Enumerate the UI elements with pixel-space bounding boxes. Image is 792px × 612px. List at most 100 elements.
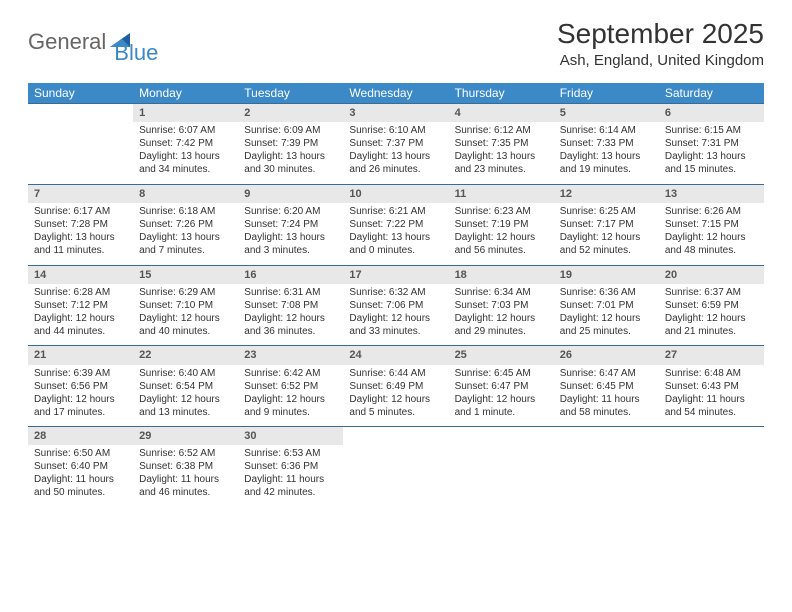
day-number-cell: 30 [238,427,343,446]
day-number-cell: 16 [238,265,343,284]
day-header-row: Sunday Monday Tuesday Wednesday Thursday… [28,83,764,104]
day-header: Sunday [28,83,133,104]
day-content-cell: Sunrise: 6:40 AMSunset: 6:54 PMDaylight:… [133,365,238,427]
daylight-text-2: and 58 minutes. [560,406,653,419]
logo: General Blue [28,18,158,66]
month-title: September 2025 [557,18,764,50]
sunset-text: Sunset: 7:03 PM [455,299,548,312]
daylight-text-1: Daylight: 13 hours [34,231,127,244]
sunset-text: Sunset: 7:37 PM [349,137,442,150]
daylight-text-2: and 1 minute. [455,406,548,419]
day-content-cell: Sunrise: 6:39 AMSunset: 6:56 PMDaylight:… [28,365,133,427]
day-number-cell: 28 [28,427,133,446]
day-content-cell: Sunrise: 6:17 AMSunset: 7:28 PMDaylight:… [28,203,133,265]
day-content-cell: Sunrise: 6:26 AMSunset: 7:15 PMDaylight:… [659,203,764,265]
sunset-text: Sunset: 7:12 PM [34,299,127,312]
daylight-text-2: and 23 minutes. [455,163,548,176]
sunrise-text: Sunrise: 6:26 AM [665,205,758,218]
day-number-cell: 8 [133,184,238,203]
sunrise-text: Sunrise: 6:42 AM [244,367,337,380]
day-content-cell: Sunrise: 6:28 AMSunset: 7:12 PMDaylight:… [28,284,133,346]
sunrise-text: Sunrise: 6:50 AM [34,447,127,460]
sunrise-text: Sunrise: 6:40 AM [139,367,232,380]
day-number-cell: 12 [554,184,659,203]
logo-text-2: Blue [114,40,158,66]
day-header: Tuesday [238,83,343,104]
sunset-text: Sunset: 7:19 PM [455,218,548,231]
sunrise-text: Sunrise: 6:45 AM [455,367,548,380]
sunrise-text: Sunrise: 6:14 AM [560,124,653,137]
sunrise-text: Sunrise: 6:18 AM [139,205,232,218]
day-number-cell: 14 [28,265,133,284]
logo-text-1: General [28,29,106,55]
sunrise-text: Sunrise: 6:34 AM [455,286,548,299]
daylight-text-1: Daylight: 11 hours [139,473,232,486]
day-content-cell: Sunrise: 6:09 AMSunset: 7:39 PMDaylight:… [238,122,343,184]
day-content-cell [449,445,554,507]
sunset-text: Sunset: 6:43 PM [665,380,758,393]
day-number-cell: 15 [133,265,238,284]
sunset-text: Sunset: 7:35 PM [455,137,548,150]
daylight-text-1: Daylight: 12 hours [665,231,758,244]
sunset-text: Sunset: 6:40 PM [34,460,127,473]
content-row: Sunrise: 6:50 AMSunset: 6:40 PMDaylight:… [28,445,764,507]
sunrise-text: Sunrise: 6:37 AM [665,286,758,299]
sunset-text: Sunset: 6:49 PM [349,380,442,393]
daylight-text-2: and 13 minutes. [139,406,232,419]
day-number-cell: 20 [659,265,764,284]
daylight-text-2: and 52 minutes. [560,244,653,257]
daylight-text-1: Daylight: 11 hours [34,473,127,486]
sunrise-text: Sunrise: 6:15 AM [665,124,758,137]
sunrise-text: Sunrise: 6:29 AM [139,286,232,299]
day-content-cell: Sunrise: 6:21 AMSunset: 7:22 PMDaylight:… [343,203,448,265]
day-number-cell: 4 [449,104,554,123]
day-content-cell: Sunrise: 6:52 AMSunset: 6:38 PMDaylight:… [133,445,238,507]
daylight-text-1: Daylight: 13 hours [244,231,337,244]
daylight-text-2: and 26 minutes. [349,163,442,176]
sunset-text: Sunset: 6:45 PM [560,380,653,393]
content-row: Sunrise: 6:17 AMSunset: 7:28 PMDaylight:… [28,203,764,265]
daylight-text-2: and 50 minutes. [34,486,127,499]
content-row: Sunrise: 6:07 AMSunset: 7:42 PMDaylight:… [28,122,764,184]
day-number-cell: 17 [343,265,448,284]
daylight-text-1: Daylight: 12 hours [665,312,758,325]
daylight-text-2: and 17 minutes. [34,406,127,419]
day-number-cell: 6 [659,104,764,123]
sunrise-text: Sunrise: 6:09 AM [244,124,337,137]
day-number-cell: 21 [28,346,133,365]
daylight-text-2: and 3 minutes. [244,244,337,257]
daylight-text-2: and 21 minutes. [665,325,758,338]
sunrise-text: Sunrise: 6:20 AM [244,205,337,218]
day-content-cell: Sunrise: 6:25 AMSunset: 7:17 PMDaylight:… [554,203,659,265]
header: General Blue September 2025 Ash, England… [0,0,792,77]
day-header: Monday [133,83,238,104]
daynum-row: 14151617181920 [28,265,764,284]
daylight-text-1: Daylight: 13 hours [139,150,232,163]
daylight-text-1: Daylight: 12 hours [34,312,127,325]
daylight-text-2: and 33 minutes. [349,325,442,338]
day-number-cell [343,427,448,446]
sunset-text: Sunset: 6:59 PM [665,299,758,312]
sunset-text: Sunset: 7:15 PM [665,218,758,231]
daylight-text-2: and 19 minutes. [560,163,653,176]
daylight-text-1: Daylight: 13 hours [455,150,548,163]
day-number-cell: 26 [554,346,659,365]
daylight-text-1: Daylight: 13 hours [560,150,653,163]
sunrise-text: Sunrise: 6:39 AM [34,367,127,380]
sunset-text: Sunset: 7:17 PM [560,218,653,231]
daylight-text-1: Daylight: 11 hours [244,473,337,486]
day-number-cell: 11 [449,184,554,203]
day-header: Friday [554,83,659,104]
day-number-cell [449,427,554,446]
sunrise-text: Sunrise: 6:31 AM [244,286,337,299]
day-number-cell: 9 [238,184,343,203]
day-header: Wednesday [343,83,448,104]
day-content-cell: Sunrise: 6:37 AMSunset: 6:59 PMDaylight:… [659,284,764,346]
sunset-text: Sunset: 6:56 PM [34,380,127,393]
sunset-text: Sunset: 7:28 PM [34,218,127,231]
content-row: Sunrise: 6:39 AMSunset: 6:56 PMDaylight:… [28,365,764,427]
sunset-text: Sunset: 6:52 PM [244,380,337,393]
day-number-cell: 24 [343,346,448,365]
day-content-cell: Sunrise: 6:29 AMSunset: 7:10 PMDaylight:… [133,284,238,346]
sunset-text: Sunset: 7:06 PM [349,299,442,312]
